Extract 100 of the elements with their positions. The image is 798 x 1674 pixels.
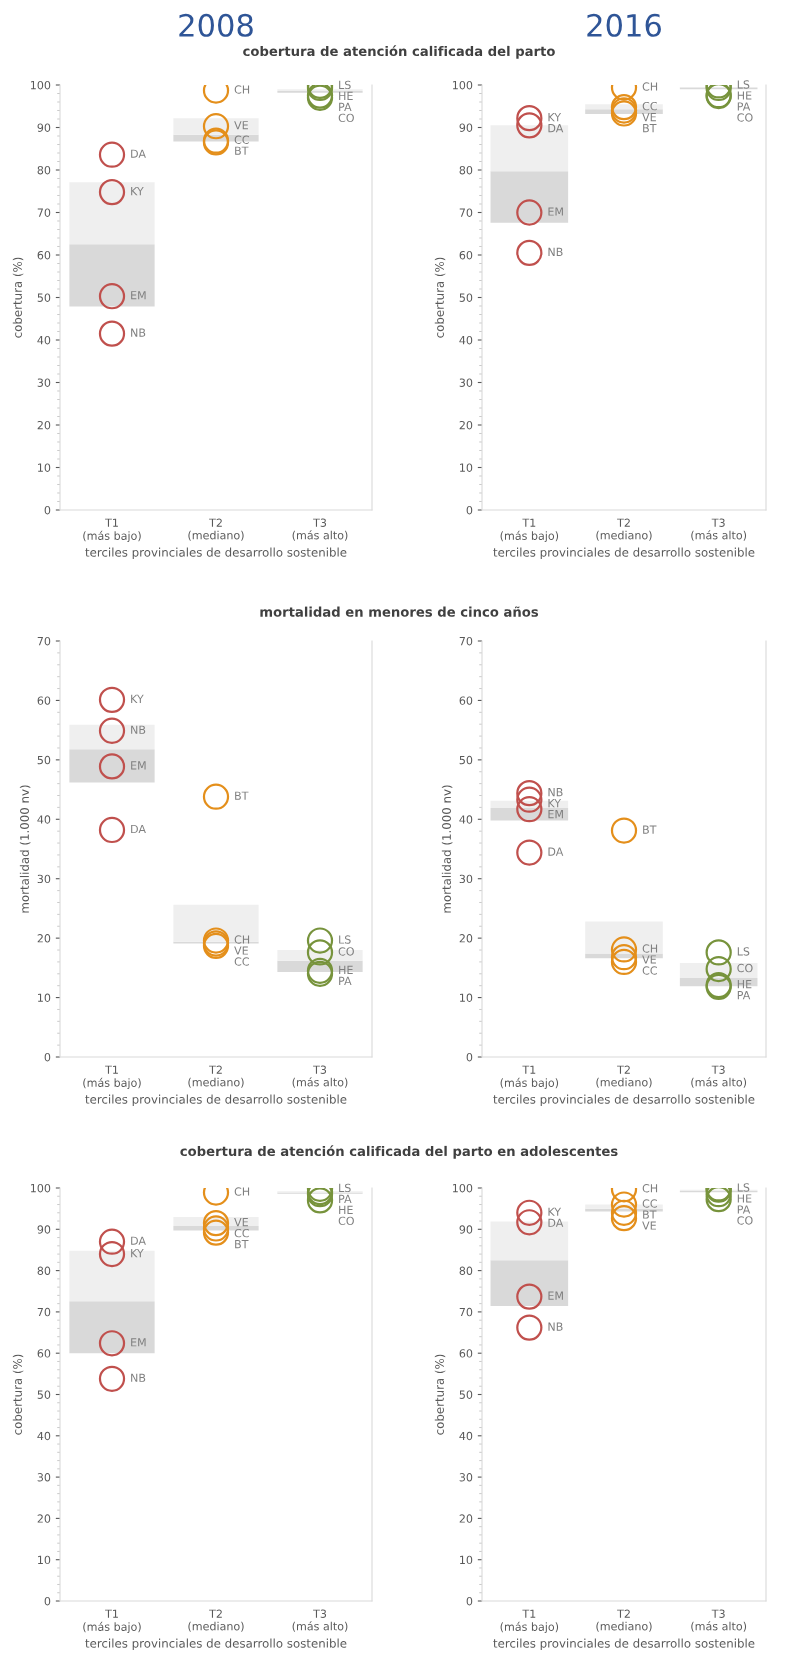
annotation: VE [642, 113, 656, 122]
y-tick-label: 0 [466, 505, 473, 515]
annotation: CO [737, 113, 753, 122]
y-tick-label: 40 [37, 815, 51, 824]
y-tick-label: 60 [37, 250, 51, 260]
annotation: DA [131, 1236, 146, 1245]
y-tick-label: 40 [459, 1431, 473, 1441]
y-tick-label: 80 [459, 1266, 473, 1275]
y-tick-label: 0 [44, 1052, 51, 1062]
y-tick-label: 20 [459, 420, 473, 430]
annotation: EM [548, 1291, 563, 1300]
text: mortalidad en menores de cinco años [260, 606, 539, 617]
annotation: CH [642, 1184, 658, 1193]
annotation: VE [234, 1218, 248, 1227]
annotation: EM [548, 207, 563, 216]
y-tick-label: 50 [459, 293, 473, 302]
annotation: KY [548, 1207, 562, 1216]
y-tick-label: 10 [460, 463, 473, 472]
y-tick-label: 60 [459, 1349, 473, 1358]
y-tick-label: 40 [459, 335, 473, 345]
x-axis-title: terciles provinciales de desarrollo sostenible [493, 547, 755, 560]
annotation: HE [737, 1194, 752, 1203]
y-tick-label: 80 [459, 165, 473, 175]
annotation: DA [131, 824, 146, 834]
annotation: NB [131, 328, 146, 337]
y-tick-label: 20 [459, 934, 473, 943]
x-tick-label: T1 (más bajo) [500, 518, 559, 543]
x-tick-label: T1 (más bajo) [83, 1065, 141, 1090]
annotation: BT [643, 124, 657, 133]
annotation: DA [131, 149, 146, 158]
y-tick-label: 30 [459, 874, 473, 884]
y-tick-label: 100 [452, 1183, 473, 1193]
annotation: PA [737, 991, 751, 1000]
annotation: HE [737, 91, 752, 100]
annotation: BT [235, 1240, 249, 1249]
annotation: CH [642, 82, 658, 91]
annotation: BT [235, 146, 249, 155]
annotation: CC [234, 1228, 249, 1238]
y-tick-label: 90 [37, 1225, 51, 1234]
annotation: LS [339, 935, 351, 944]
x-tick-label: T2 (mediano) [596, 1609, 652, 1632]
annotation: LS [737, 1183, 750, 1192]
y-tick-label: 10 [38, 463, 51, 472]
x-tick-label: T2 (mediano) [188, 1065, 244, 1088]
y-tick-label: 30 [37, 1473, 51, 1482]
annotation: NB [131, 1373, 146, 1382]
annotation: PA [339, 976, 352, 985]
annotation: CC [642, 966, 657, 975]
y-axis-title: mortalidad (1.000 nv) [19, 785, 31, 913]
annotation: EM [131, 761, 146, 770]
x-tick-label: T1 (más bajo) [500, 1609, 559, 1634]
y-tick-label: 10 [38, 1555, 51, 1565]
chart-title: 2008 [179, 13, 253, 37]
y-tick-label: 20 [37, 1514, 51, 1523]
x-axis-title: terciles provinciales de desarrollo sostenible [85, 547, 347, 560]
annotation: VE [234, 946, 248, 955]
annotation: DA [548, 124, 564, 133]
x-axis-title: terciles provinciales de desarrollo sostenible [85, 1638, 347, 1651]
y-tick-label: 80 [37, 1266, 51, 1275]
y-tick-label: 90 [459, 123, 473, 132]
x-tick-label: T2 (mediano) [188, 1609, 244, 1632]
y-tick-label: 30 [37, 874, 51, 884]
x-tick-label: T3 (más alto) [691, 518, 747, 541]
annotation: BT [643, 825, 657, 834]
annotation: PA [339, 1194, 352, 1203]
y-tick-label: 40 [459, 815, 473, 824]
y-tick-label: 100 [452, 80, 473, 90]
annotation: BT [643, 1210, 657, 1219]
y-tick-label: 60 [459, 250, 473, 260]
annotation: EM [548, 810, 563, 819]
y-tick-label: 30 [459, 378, 473, 387]
x-axis-title: terciles provinciales de desarrollo sostenible [493, 1638, 755, 1651]
y-tick-label: 80 [37, 165, 51, 175]
annotation: CO [338, 947, 354, 956]
x-tick-label: T2 (mediano) [596, 518, 652, 541]
annotation: CH [642, 944, 658, 953]
y-tick-label: 20 [37, 420, 51, 430]
y-tick-label: 0 [44, 1596, 51, 1606]
annotation: NB [548, 1322, 563, 1331]
y-tick-label: 100 [30, 1183, 51, 1193]
annotation: HE [737, 980, 752, 989]
x-tick-label: T1 (más bajo) [83, 518, 141, 543]
x-tick-label: T3 (más alto) [691, 1609, 747, 1632]
annotation: VE [234, 121, 248, 130]
annotation: VE [642, 955, 656, 964]
y-tick-label: 100 [30, 80, 51, 90]
annotation: LS [737, 80, 750, 89]
annotation: NB [131, 725, 146, 734]
y-tick-label: 70 [459, 208, 473, 217]
annotation: LS [737, 947, 750, 956]
x-tick-label: T1 (más bajo) [83, 1609, 141, 1634]
y-tick-label: 90 [37, 123, 51, 132]
y-tick-label: 30 [459, 1473, 473, 1482]
annotation: CO [737, 1216, 753, 1225]
y-tick-label: 10 [460, 1555, 473, 1565]
y-tick-label: 60 [459, 696, 473, 705]
y-tick-label: 60 [37, 1349, 51, 1358]
annotation: KY [131, 187, 144, 196]
annotation: PA [339, 102, 352, 111]
annotation: CO [338, 113, 354, 123]
